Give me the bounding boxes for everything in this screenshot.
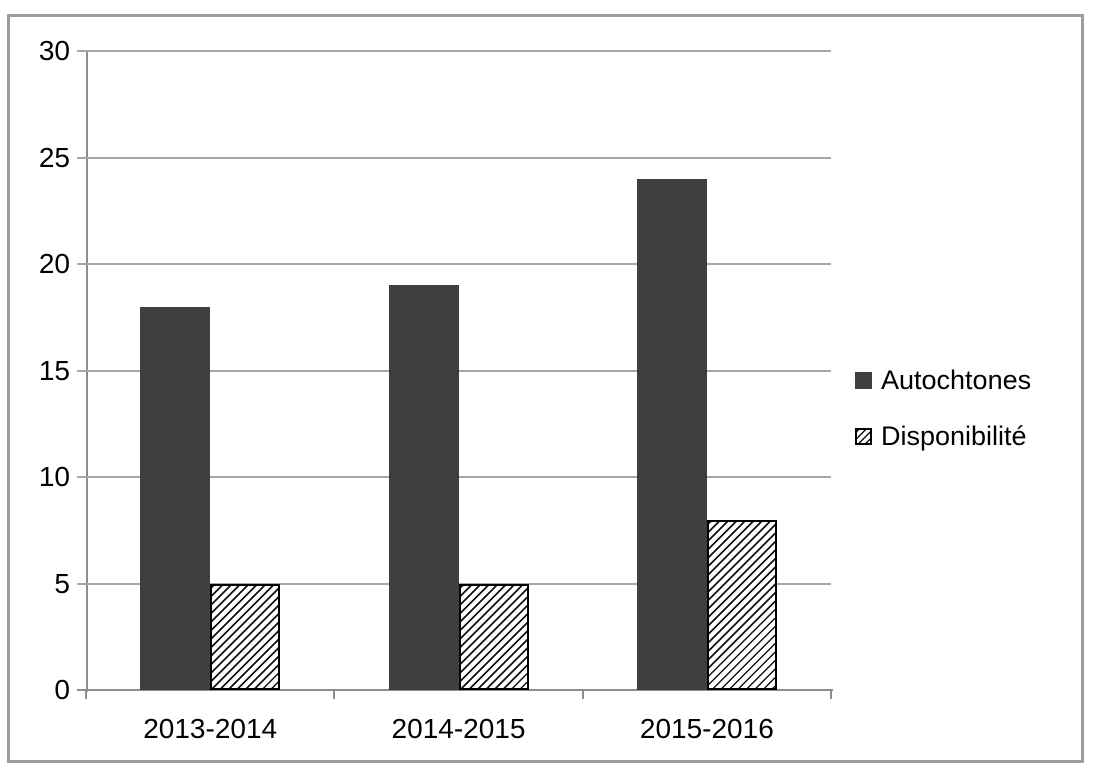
chart-frame: 0 5 10 15 20 25 30 2013-2014 2014-2015 2015-2016… bbox=[7, 14, 1084, 763]
legend-marker-disponibilité-icon bbox=[855, 427, 872, 445]
legend-marker-autochtones-icon bbox=[855, 371, 872, 389]
x-axis-category-label: 2015-2016 bbox=[639, 713, 774, 744]
legend: Autochtones Disponibilité bbox=[855, 364, 1031, 452]
x-axis-tick bbox=[830, 690, 832, 699]
bar-autochtones-2014-2015 bbox=[388, 285, 459, 690]
gridline-25 bbox=[77, 156, 831, 159]
y-axis-tick-label-10: 10 bbox=[38, 461, 70, 492]
x-axis-tick bbox=[333, 690, 336, 699]
y-axis-tick-label-0: 0 bbox=[54, 674, 70, 705]
y-axis-line bbox=[86, 51, 88, 692]
y-axis-tick-label-15: 15 bbox=[38, 354, 70, 386]
y-axis-tick-label-20: 20 bbox=[38, 248, 70, 279]
legend-label: Disponibilité bbox=[881, 420, 1027, 451]
gridline-20 bbox=[77, 263, 831, 265]
y-axis-tick-label-5: 5 bbox=[54, 567, 70, 599]
x-axis-line bbox=[77, 689, 833, 691]
x-axis-tick bbox=[85, 690, 87, 699]
legend-item-disponibilité: Disponibilité bbox=[855, 420, 1031, 452]
gridline-30 bbox=[77, 50, 831, 52]
legend-item-autochtones: Autochtones bbox=[855, 364, 1031, 396]
bar-disponibilité-2014-2015 bbox=[458, 583, 529, 690]
bar-autochtones-2013-2014 bbox=[140, 306, 211, 690]
plot-area bbox=[77, 50, 833, 699]
bar-disponibilité-2013-2014 bbox=[210, 583, 281, 690]
y-axis-tick-label-30: 30 bbox=[38, 35, 70, 66]
bar-autochtones-2015-2016 bbox=[636, 178, 707, 690]
x-axis-category-label: 2014-2015 bbox=[391, 713, 526, 744]
y-axis-tick-label-25: 25 bbox=[38, 141, 70, 173]
x-axis-category-label: 2013-2014 bbox=[143, 713, 278, 744]
x-axis-tick bbox=[581, 690, 584, 699]
legend-label: Autochtones bbox=[881, 364, 1032, 395]
bar-disponibilité-2015-2016 bbox=[706, 519, 777, 690]
